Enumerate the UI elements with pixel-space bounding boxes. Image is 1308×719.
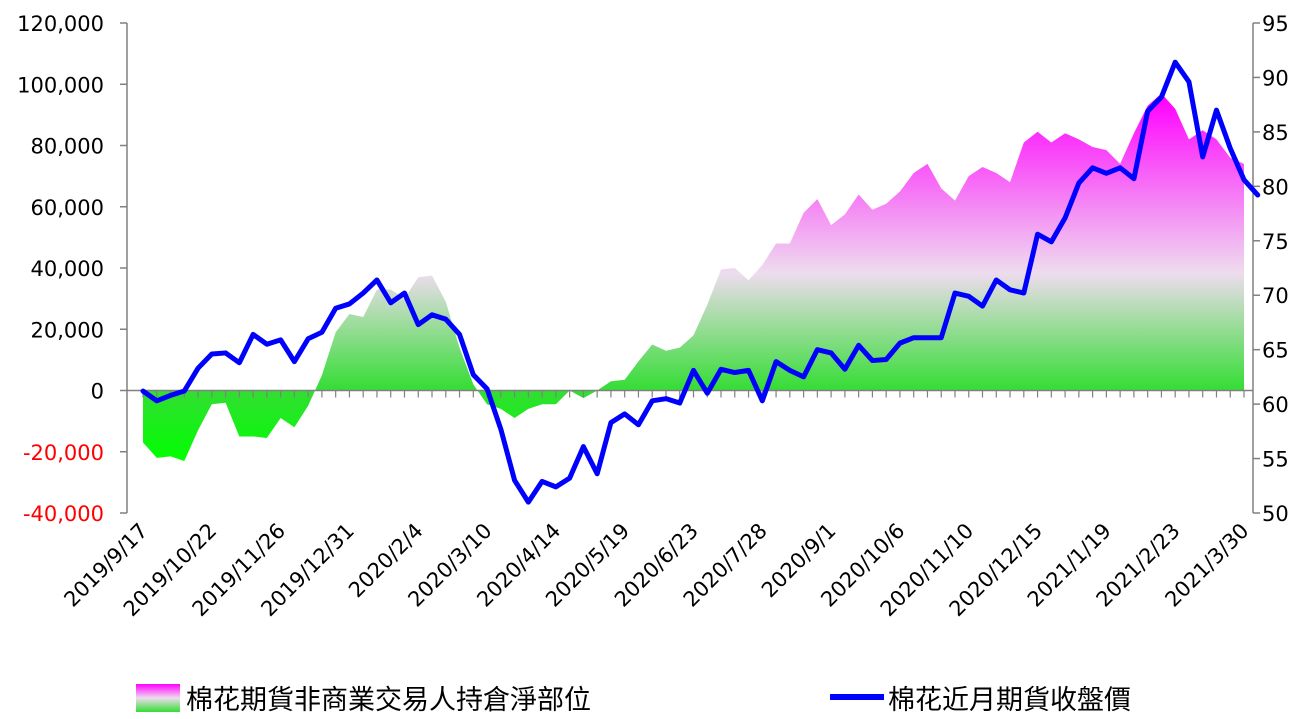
left-tick-label: 100,000: [17, 73, 104, 97]
legend: 棉花期貨非商業交易人持倉淨部位 棉花近月期貨收盤價: [136, 684, 1131, 716]
area-series: [143, 93, 1244, 461]
legend-label-line: 棉花近月期貨收盤價: [888, 685, 1131, 716]
right-tick-label: 80: [1262, 175, 1289, 199]
right-tick-label: 70: [1262, 284, 1289, 308]
legend-label-area: 棉花期貨非商業交易人持倉淨部位: [186, 685, 591, 716]
legend-item-area: 棉花期貨非商業交易人持倉淨部位: [136, 684, 591, 716]
right-tick-label: 85: [1262, 121, 1289, 145]
right-tick-label: 95: [1262, 12, 1289, 36]
left-tick-label: 80,000: [31, 135, 104, 159]
right-tick-label: 75: [1262, 230, 1289, 254]
x-axis-tick-labels: 2019/9/172019/10/222019/11/262019/12/312…: [59, 519, 1253, 622]
left-tick-label: -40,000: [23, 502, 104, 526]
price-line-series: [140, 59, 1261, 505]
left-tick-label: 120,000: [17, 12, 104, 36]
right-tick-label: 50: [1262, 502, 1289, 526]
right-tick-label: 90: [1262, 66, 1289, 90]
left-tick-label: 40,000: [31, 257, 104, 281]
left-tick-label: 0: [91, 380, 104, 404]
net-position-area-negative: [143, 390, 1244, 461]
right-axis-tick-labels: 95 90 85 80 75 70 65 60 55 50: [1253, 12, 1289, 526]
right-tick-label: 60: [1262, 393, 1289, 417]
legend-swatch-area: [136, 684, 180, 712]
right-tick-label: 55: [1262, 448, 1289, 472]
left-tick-label: -20,000: [23, 441, 104, 465]
right-tick-label: 65: [1262, 339, 1289, 363]
legend-item-line: 棉花近月期貨收盤價: [830, 685, 1131, 716]
left-axis-tick-labels: 120,000 100,000 80,000 60,000 40,000 20,000 0 -…: [17, 12, 127, 526]
net-position-area-positive: [143, 93, 1244, 391]
left-tick-label: 60,000: [31, 196, 104, 220]
left-tick-label: 20,000: [31, 318, 104, 342]
